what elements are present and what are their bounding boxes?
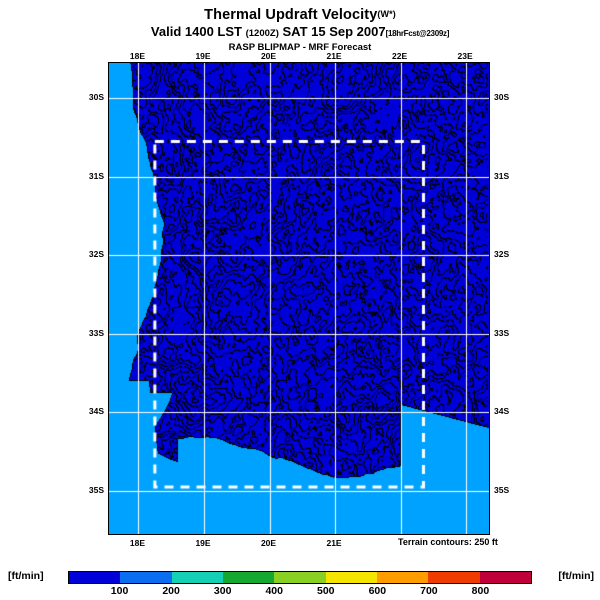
- colorbar-tick-700: 700: [420, 585, 438, 597]
- lon-tick-top-22E: 22E: [391, 51, 408, 61]
- colorbar-segment-3: [222, 572, 275, 583]
- colorbar-tick-800: 800: [471, 585, 490, 597]
- lat-tick-left-34S: 34S: [88, 406, 104, 417]
- lat-tick-right-33S: 33S: [494, 327, 510, 338]
- lon-tick-top-23E: 23E: [457, 51, 473, 61]
- title-block: Thermal Updraft Velocity(W*) Valid 1400 …: [0, 6, 600, 54]
- valid-time-line: Valid 1400 LST (1200Z) SAT 15 Sep 2007[1…: [0, 24, 600, 41]
- page-title: Thermal Updraft Velocity(W*): [0, 6, 600, 23]
- colorbar-segment-2: [171, 572, 223, 583]
- model-source-line: RASP BLIPMAP - MRF Forecast: [228, 42, 372, 53]
- colorbar-segment-1: [120, 572, 172, 583]
- lon-tick-bottom-20E: 20E: [260, 538, 277, 548]
- lat-tick-right-35S: 35S: [494, 484, 510, 495]
- page-title-superscript: (W*): [377, 9, 396, 19]
- lon-tick-bottom-19E: 19E: [195, 538, 211, 548]
- lon-tick-bottom-21E: 21E: [326, 538, 342, 548]
- lat-tick-right-31S: 31S: [494, 170, 510, 181]
- valid-time-utc: (1200Z): [245, 28, 279, 39]
- colorbar-legend: [ft/min] [ft/min] 100 200 300 400 500 600 700 8…: [0, 568, 600, 600]
- colorbar-segment-4: [274, 572, 326, 583]
- lat-tick-right-32S: 32S: [494, 249, 510, 260]
- lat-tick-left-32S: 32S: [88, 249, 104, 260]
- lat-tick-left-31S: 31S: [88, 170, 104, 181]
- page-title-text: Thermal Updraft Velocity: [204, 7, 378, 23]
- colorbar-segment-8: [479, 572, 531, 583]
- colorbar-segment-7: [428, 572, 480, 583]
- valid-date: SAT 15 Sep 2007: [282, 24, 386, 39]
- colorbar-tick-400: 400: [265, 585, 283, 597]
- forecast-map[interactable]: [108, 62, 490, 535]
- colorbar-segment-5: [325, 572, 377, 583]
- forecast-stamp: [18hrFcst@2309z]: [385, 29, 450, 38]
- colorbar-tick-200: 200: [162, 585, 180, 597]
- terrain-contour-note: Terrain contours: 250 ft: [398, 537, 498, 547]
- colorbar-tick-600: 600: [368, 585, 387, 597]
- lon-tick-top-21E: 21E: [326, 51, 342, 61]
- map-raster: [109, 63, 489, 534]
- lat-tick-left-35S: 35S: [88, 484, 104, 495]
- colorbar-strip[interactable]: [68, 571, 532, 584]
- lon-tick-top-18E: 18E: [129, 51, 146, 61]
- valid-time-local: Valid 1400 LST: [150, 24, 242, 39]
- colorbar-tick-300: 300: [213, 585, 232, 597]
- colorbar-units-left: [ft/min]: [8, 570, 44, 582]
- colorbar-units-right: [ft/min]: [558, 570, 594, 582]
- lat-tick-left-33S: 33S: [88, 327, 104, 338]
- lon-tick-top-19E: 19E: [195, 51, 211, 61]
- lat-tick-right-30S: 30S: [494, 92, 510, 103]
- colorbar-tick-500: 500: [317, 585, 335, 597]
- lon-tick-top-20E: 20E: [260, 51, 277, 61]
- lon-tick-bottom-18E: 18E: [129, 538, 146, 548]
- colorbar-tick-100: 100: [110, 585, 129, 597]
- colorbar-segment-6: [376, 572, 429, 583]
- lat-tick-right-34S: 34S: [494, 406, 510, 417]
- lat-tick-left-30S: 30S: [88, 92, 104, 103]
- colorbar-segment-0: [69, 572, 121, 583]
